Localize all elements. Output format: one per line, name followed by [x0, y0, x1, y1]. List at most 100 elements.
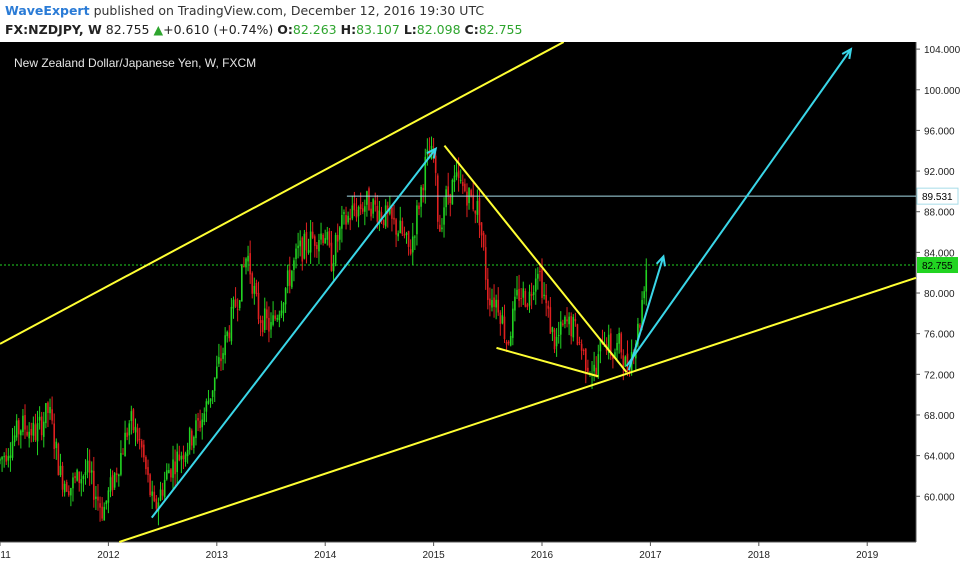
candle: [101, 497, 103, 521]
time-axis[interactable]: [0, 542, 916, 568]
candle: [7, 448, 10, 468]
candle-body: [338, 227, 341, 240]
candle-body: [113, 473, 116, 488]
candle: [551, 326, 554, 342]
candle: [36, 410, 39, 456]
time-tick-label: 2018: [748, 550, 771, 561]
candle-body: [512, 308, 514, 338]
candle-body: [291, 270, 293, 288]
candle: [228, 325, 231, 342]
candle: [297, 232, 299, 259]
candle: [118, 473, 120, 487]
symbol-name[interactable]: FX:NZDJPY, W: [5, 22, 102, 37]
candle-body: [20, 430, 22, 436]
candle: [124, 420, 126, 457]
candle-body: [580, 343, 583, 351]
candle: [5, 448, 8, 465]
candle: [40, 411, 43, 441]
price-chart[interactable]: 60.000 64.000 68.000 72.000 76.000 80.000 84.0…: [0, 42, 974, 568]
channel-upper-line: [0, 42, 565, 345]
candle: [532, 285, 535, 301]
candle-body: [153, 491, 156, 501]
candle-body: [238, 300, 241, 309]
candle-body: [534, 278, 537, 292]
candle-body: [330, 242, 333, 271]
candle: [130, 405, 133, 435]
candle: [42, 411, 45, 448]
candle: [140, 438, 143, 458]
candle-body: [5, 455, 8, 462]
candle-body: [324, 238, 327, 244]
candle-body: [545, 295, 547, 304]
candle: [24, 404, 26, 439]
candle: [405, 231, 408, 244]
candle-body: [622, 355, 625, 369]
channel-lower-line: [118, 276, 917, 543]
candle: [393, 204, 395, 225]
candle: [643, 286, 645, 305]
candle-body: [207, 400, 210, 404]
candle-body: [59, 465, 62, 476]
candle-body: [82, 476, 85, 480]
low-value: 82.098: [416, 22, 461, 37]
candle-body: [0, 459, 1, 461]
candle-body: [430, 145, 433, 159]
candle-body: [499, 312, 502, 324]
candle-body: [161, 489, 164, 496]
candle: [132, 408, 135, 434]
candle: [545, 283, 547, 317]
candle-body: [505, 341, 508, 345]
chart-header: WaveExpert published on TradingView.com,…: [0, 0, 974, 42]
candle: [626, 340, 629, 377]
candle: [67, 485, 70, 497]
candle: [451, 178, 454, 205]
candle-body: [403, 234, 406, 236]
candle-body: [136, 428, 139, 442]
candle: [80, 471, 83, 497]
candle-body: [551, 327, 554, 332]
candle: [103, 502, 106, 521]
candle-body: [17, 420, 20, 435]
candle: [330, 230, 333, 272]
candle: [78, 471, 81, 492]
candle-body: [407, 231, 410, 247]
candle-body: [132, 409, 135, 431]
candle-body: [393, 217, 395, 220]
price-axis[interactable]: [916, 42, 974, 568]
candle-body: [9, 455, 12, 459]
candle-body: [612, 355, 614, 359]
candle-body: [126, 432, 128, 437]
candle-body: [86, 460, 89, 473]
candle: [607, 324, 610, 360]
candle-body: [245, 258, 247, 268]
candle-body: [203, 413, 206, 422]
candle: [336, 223, 339, 253]
candle: [522, 281, 525, 305]
candle-body: [516, 289, 518, 296]
candle-body: [599, 338, 602, 352]
candle: [188, 426, 191, 455]
candle: [351, 195, 354, 221]
candle: [155, 495, 158, 513]
plot-background: [0, 42, 916, 542]
candle-body: [122, 453, 124, 455]
last-price: 82.755: [105, 22, 150, 37]
candle: [186, 442, 189, 464]
author-link[interactable]: WaveExpert: [5, 3, 90, 18]
candle-body: [218, 357, 220, 364]
price-tick-label: 64.000: [924, 452, 955, 463]
candle: [597, 344, 600, 379]
candle-body: [143, 444, 145, 458]
candle: [178, 445, 181, 462]
candle-body: [361, 208, 364, 212]
price-tick-label: 80.000: [924, 289, 955, 300]
candle-body: [115, 473, 118, 476]
candle: [343, 209, 345, 225]
candle-body: [389, 208, 391, 214]
candle-body: [587, 367, 589, 372]
candle: [436, 173, 439, 230]
candle: [241, 264, 243, 302]
candle-body: [564, 316, 566, 324]
candle: [251, 271, 254, 299]
candle: [149, 473, 151, 498]
